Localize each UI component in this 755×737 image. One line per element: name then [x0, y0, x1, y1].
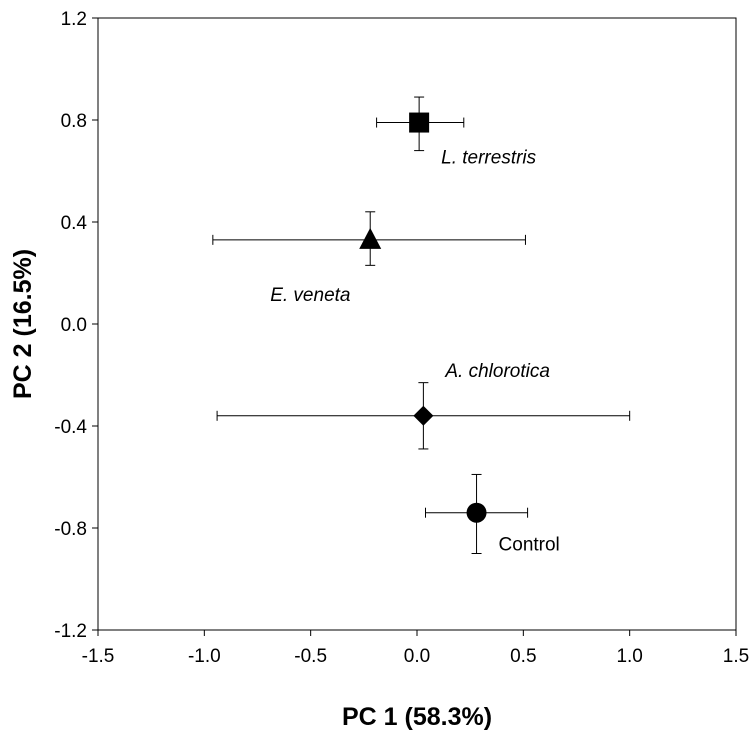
y-axis-ticks: -1.2 -0.8 -0.4 0.0 0.4 0.8 1.2: [54, 9, 98, 642]
y-axis-title: PC 2 (16.5%): [9, 249, 37, 399]
x-axis-ticks: -1.5 -1.0 -0.5 0.0 0.5 1.0 1.5: [82, 630, 749, 667]
y-tick-label: 0.4: [61, 213, 88, 234]
x-tick-label: -1.0: [188, 646, 221, 667]
y-tick-label: -0.8: [54, 519, 87, 540]
diamond-marker: [413, 405, 434, 426]
series-label: A. chlorotica: [444, 361, 550, 382]
x-tick-label: 0.0: [404, 646, 430, 667]
series-label: Control: [499, 535, 560, 556]
series-label: E. veneta: [270, 285, 350, 306]
markers: [359, 112, 487, 523]
x-tick-label: 1.0: [616, 646, 642, 667]
x-tick-label: 0.5: [510, 646, 536, 667]
x-tick-label: 1.5: [723, 646, 749, 667]
x-tick-label: -1.5: [82, 646, 115, 667]
point-labels: L. terrestris E. veneta A. chlorotica Contr…: [270, 148, 560, 556]
y-tick-label: -0.4: [54, 417, 87, 438]
y-tick-label: 1.2: [61, 9, 87, 30]
y-tick-label: 0.8: [61, 111, 87, 132]
y-tick-label: -1.2: [54, 621, 87, 642]
x-tick-label: -0.5: [294, 646, 327, 667]
plot-area: [97, 17, 737, 631]
series-label: L. terrestris: [441, 148, 537, 169]
triangle-marker: [359, 227, 382, 249]
x-axis-title: PC 1 (58.3%): [342, 703, 492, 731]
circle-marker: [466, 502, 487, 523]
y-tick-label: 0.0: [61, 315, 87, 336]
square-marker: [409, 112, 430, 133]
